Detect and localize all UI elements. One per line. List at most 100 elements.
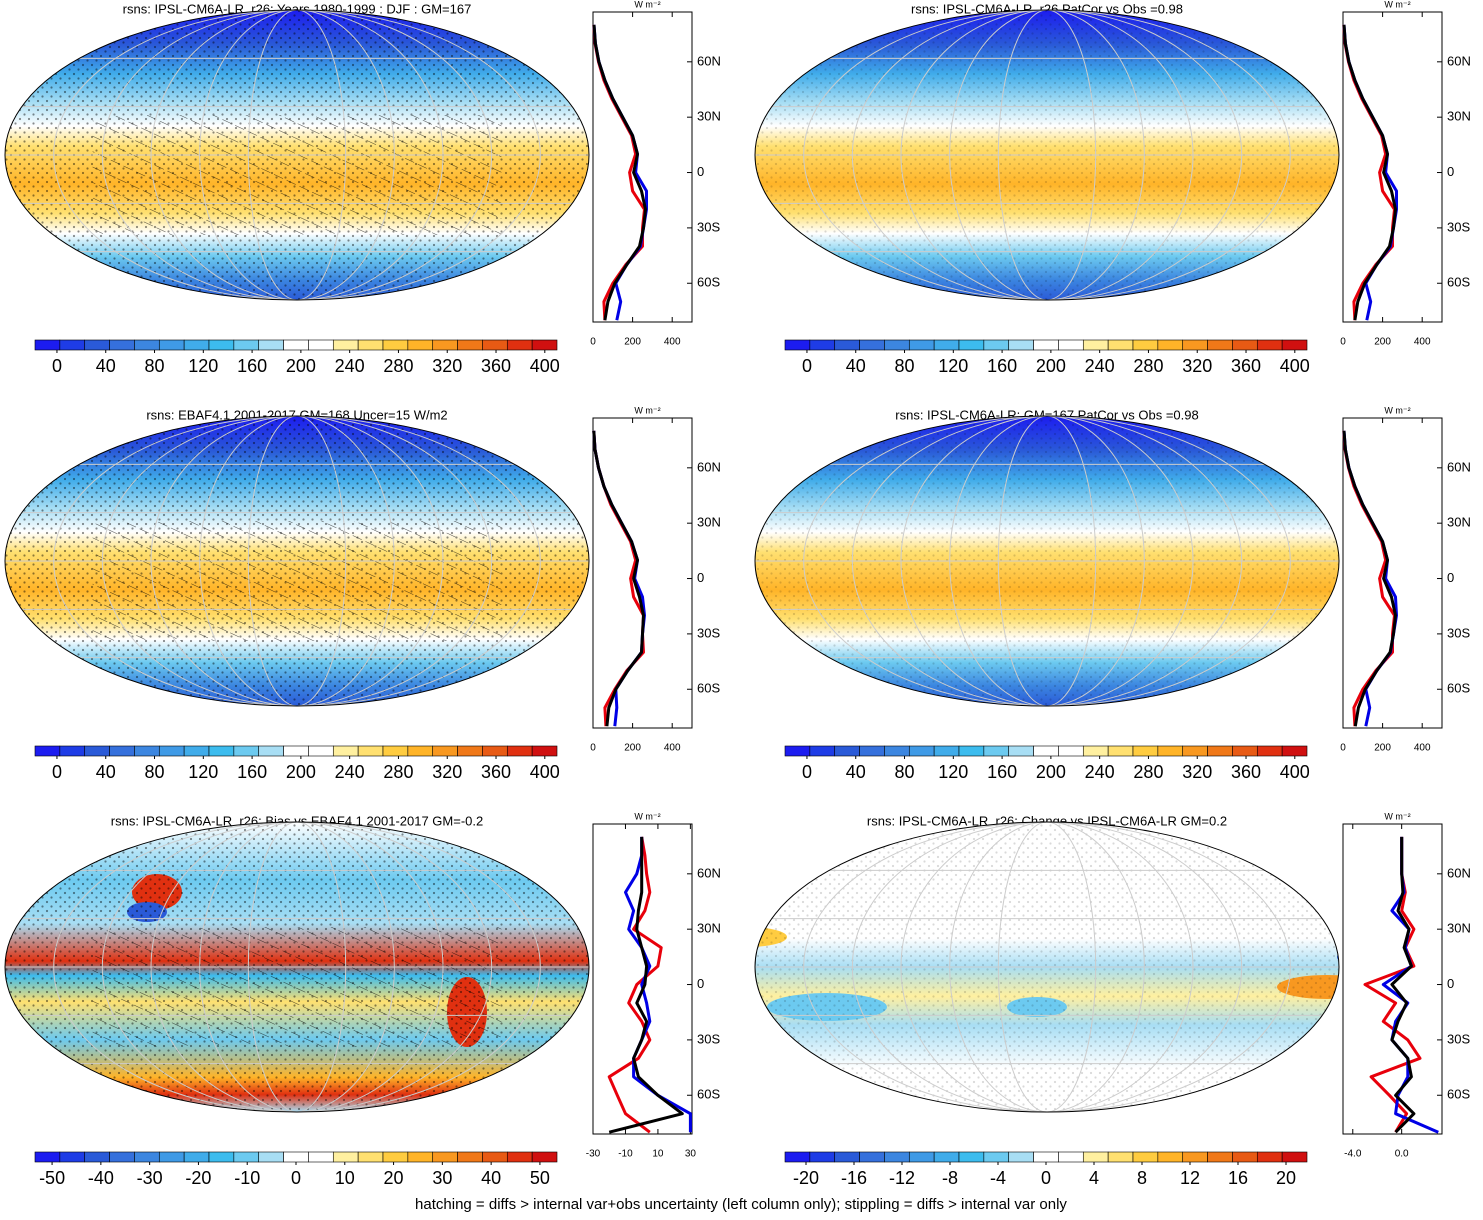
colorbar-tick-label: 400 [1280, 356, 1310, 376]
colorbar-box [983, 745, 1010, 757]
hatching [92, 927, 502, 1047]
profile-frame [1342, 823, 1443, 1135]
colorbar-tick-label: 80 [895, 356, 915, 376]
colorbar-box [1107, 339, 1134, 351]
colorbar-box [958, 745, 985, 757]
x-tick-label: 200 [624, 743, 641, 754]
colorbar-box [34, 339, 61, 351]
colorbar-tick-label: -12 [889, 1168, 915, 1188]
colorbar-box [531, 339, 558, 351]
map-border [4, 9, 590, 301]
profile-line [607, 836, 663, 1134]
colorbar-box [809, 1151, 836, 1163]
colorbar-box [308, 745, 334, 757]
colorbar-tick-label: 120 [188, 356, 218, 376]
colorbar-tick-label: 200 [286, 762, 316, 782]
y-tick-label: 0 [1447, 570, 1454, 585]
colorbar-tick-label: 80 [145, 356, 165, 376]
colorbar-box [1132, 745, 1159, 757]
colorbar-box [1058, 1151, 1084, 1163]
colorbar-tick-label: 320 [432, 762, 462, 782]
colorbar-tick-label: 280 [1133, 762, 1163, 782]
panel: rsns: IPSL-CM6A-LR: GM=167 PatCor vs Obs… [754, 405, 1471, 782]
colorbar-tick-label: 120 [188, 762, 218, 782]
x-tick-label: 0 [1340, 743, 1346, 754]
panel-title: rsns: IPSL-CM6A-LR_r26 PatCor vs Obs =0.… [911, 1, 1183, 16]
colorbar-box [531, 745, 558, 757]
colorbar-box [1232, 1151, 1258, 1163]
colorbar-tick-label: -20 [185, 1168, 211, 1188]
colorbar-box [1008, 339, 1034, 351]
profile-line [1390, 836, 1416, 1134]
colorbar-box [233, 339, 260, 351]
colorbar-tick-label: 200 [1036, 762, 1066, 782]
x-tick-label: 30 [685, 1149, 697, 1160]
colorbar-box [183, 339, 210, 351]
colorbar-tick-label: -4 [990, 1168, 1006, 1188]
colorbar-tick-label: 40 [96, 762, 116, 782]
colorbar-box [1082, 339, 1109, 351]
map [755, 10, 1339, 300]
colorbar-box [784, 745, 811, 757]
colorbar-box [407, 1151, 434, 1163]
colorbar-box [834, 745, 860, 757]
colorbar-box [308, 339, 334, 351]
colorbar-box [109, 339, 135, 351]
x-tick-label: 200 [1374, 743, 1391, 754]
colorbar-tick-label: 200 [1036, 356, 1066, 376]
x-tick-label: 400 [664, 337, 681, 348]
colorbar-box [1232, 745, 1258, 757]
hatching [92, 521, 502, 641]
colorbar-tick-label: 280 [1133, 356, 1163, 376]
colorbar-tick-label: 400 [530, 356, 560, 376]
colorbar-box [531, 1151, 558, 1163]
colorbar-box [1033, 339, 1059, 351]
colorbar-tick-label: 240 [1085, 762, 1115, 782]
colorbar-box [382, 339, 409, 351]
colorbar-box [109, 1151, 135, 1163]
y-tick-label: 60S [697, 1087, 720, 1102]
map-border [4, 821, 590, 1113]
colorbar-tick-label: 0 [802, 762, 812, 782]
colorbar-box [407, 745, 434, 757]
colorbar-tick-label: 4 [1089, 1168, 1099, 1188]
profile-line [592, 24, 647, 321]
colorbar-tick-label: 160 [987, 762, 1017, 782]
colorbar-tick-label: 360 [481, 762, 511, 782]
colorbar-box [457, 339, 483, 351]
footnote: hatching = diffs > internal var+obs unce… [415, 1196, 1067, 1213]
colorbar-box [308, 1151, 334, 1163]
colorbar-tick-label: -20 [793, 1168, 819, 1188]
y-tick-label: 60S [697, 275, 720, 290]
y-tick-label: 30N [697, 921, 721, 936]
colorbar-box [884, 745, 910, 757]
colorbar-box [258, 339, 284, 351]
colorbar-tick-label: 240 [1085, 356, 1115, 376]
colorbar-box [1008, 745, 1034, 757]
y-tick-label: 30N [697, 515, 721, 530]
colorbar-box [908, 745, 935, 757]
colorbar-box [59, 745, 86, 757]
colorbar-box [432, 1151, 458, 1163]
panel: rsns: IPSL-CM6A-LR_r26 PatCor vs Obs =0.… [754, 0, 1471, 376]
colorbar-box [1107, 745, 1134, 757]
colorbar-box [158, 339, 185, 351]
y-tick-label: 60N [1447, 459, 1471, 474]
colorbar-tick-label: 0 [52, 762, 62, 782]
colorbar-box [1082, 745, 1109, 757]
profile-line [1342, 430, 1397, 727]
y-tick-label: 0 [1447, 976, 1454, 991]
colorbar-box [208, 745, 235, 757]
colorbar-box [109, 745, 135, 757]
y-tick-label: 60N [697, 865, 721, 880]
colorbar-box [506, 1151, 533, 1163]
colorbar-box [84, 339, 110, 351]
panel-title: rsns: IPSL-CM6A-LR_r26: Years 1980-1999 … [123, 1, 472, 16]
colorbar-box [59, 1151, 86, 1163]
y-tick-label: 60N [697, 459, 721, 474]
x-tick-label: 400 [664, 743, 681, 754]
hatching [92, 115, 502, 235]
map [5, 10, 589, 300]
colorbar-tick-label: 320 [1182, 356, 1212, 376]
colorbar-box [158, 745, 185, 757]
